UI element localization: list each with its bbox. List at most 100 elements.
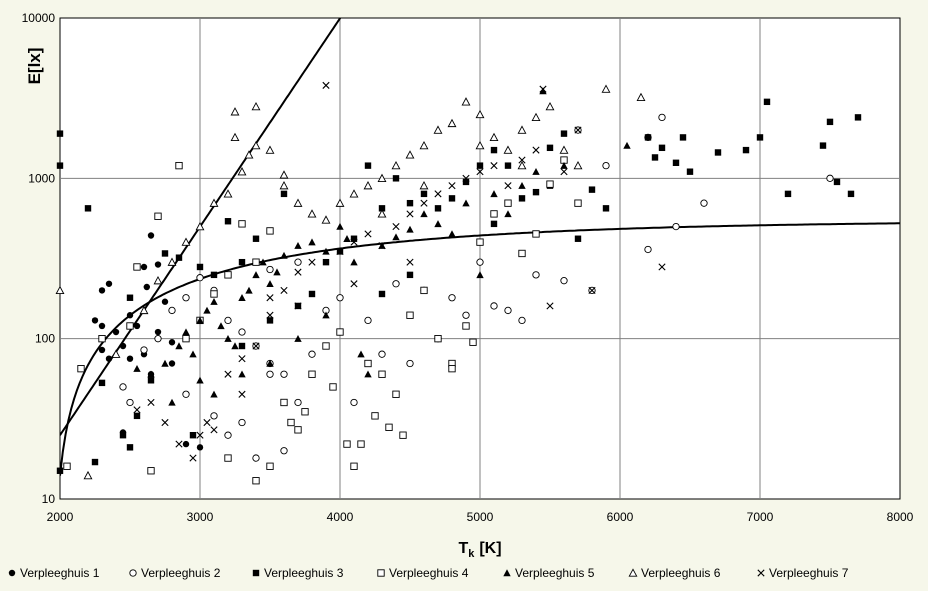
data-point xyxy=(531,112,541,122)
data-point xyxy=(826,174,834,182)
data-point xyxy=(182,328,190,336)
data-point xyxy=(378,370,386,378)
data-point xyxy=(266,265,274,274)
x-tick-label: 2000 xyxy=(47,510,74,524)
data-point xyxy=(133,263,141,271)
data-point xyxy=(504,162,512,169)
data-point xyxy=(56,130,64,137)
data-point xyxy=(364,230,372,238)
data-point xyxy=(84,205,92,212)
legend-label: Verpleeghuis 7 xyxy=(769,566,849,580)
data-points xyxy=(55,81,862,485)
data-point xyxy=(462,311,470,319)
data-point xyxy=(196,274,204,282)
data-point xyxy=(224,454,232,462)
data-point xyxy=(238,294,246,301)
data-point xyxy=(476,258,484,266)
data-point xyxy=(546,144,554,152)
series-3 xyxy=(56,98,862,474)
data-point xyxy=(364,162,372,169)
data-point xyxy=(476,168,484,176)
y-tick-label: 10000 xyxy=(22,11,56,25)
data-point xyxy=(658,263,666,271)
data-point xyxy=(644,134,652,141)
data-point xyxy=(517,125,527,134)
data-point xyxy=(63,462,71,470)
data-point xyxy=(279,181,289,190)
data-point xyxy=(406,210,414,218)
data-point xyxy=(490,190,498,198)
data-point xyxy=(294,242,302,249)
data-point xyxy=(259,258,267,266)
data-point xyxy=(230,132,240,142)
data-point xyxy=(231,342,239,350)
data-point xyxy=(217,322,225,330)
legend-label: Verpleeghuis 5 xyxy=(515,566,595,580)
data-point xyxy=(854,114,862,121)
data-point xyxy=(147,398,155,407)
data-point xyxy=(210,271,218,279)
data-point xyxy=(143,283,150,291)
data-point xyxy=(378,242,386,250)
data-point xyxy=(133,322,141,330)
data-point xyxy=(350,258,358,266)
data-point xyxy=(245,286,253,294)
data-point xyxy=(406,311,414,319)
data-point xyxy=(336,222,344,230)
data-point xyxy=(385,423,393,431)
data-point xyxy=(350,238,358,246)
data-point xyxy=(175,342,183,350)
data-point xyxy=(133,412,141,420)
data-point xyxy=(833,178,841,186)
data-point xyxy=(504,182,512,190)
data-point xyxy=(161,418,169,427)
data-point xyxy=(196,316,204,324)
data-point xyxy=(161,250,169,257)
data-point xyxy=(265,145,275,154)
data-point xyxy=(77,365,85,373)
data-point xyxy=(210,412,218,420)
data-point xyxy=(419,140,429,150)
data-point xyxy=(133,406,141,414)
data-point xyxy=(329,383,337,391)
data-point xyxy=(476,162,484,169)
data-point xyxy=(560,277,568,285)
data-point xyxy=(392,233,400,241)
data-point xyxy=(392,390,400,398)
data-point xyxy=(392,280,400,288)
data-point xyxy=(574,199,582,207)
data-point xyxy=(182,294,190,302)
data-point xyxy=(112,328,120,336)
data-point xyxy=(266,280,274,287)
legend-marker xyxy=(129,569,137,577)
data-point xyxy=(140,263,148,271)
data-point xyxy=(266,370,274,378)
data-point xyxy=(266,294,274,302)
data-point xyxy=(210,426,218,434)
data-point xyxy=(371,412,379,420)
data-point xyxy=(462,322,470,330)
data-point xyxy=(196,444,204,451)
data-point xyxy=(168,360,176,367)
data-point xyxy=(364,370,372,378)
data-point xyxy=(252,235,260,242)
data-point xyxy=(405,150,415,159)
data-point xyxy=(126,398,134,407)
data-point xyxy=(168,398,176,406)
data-point xyxy=(714,149,722,156)
data-point xyxy=(539,85,547,93)
data-point xyxy=(475,109,485,119)
data-point xyxy=(461,97,471,106)
data-point xyxy=(147,377,155,384)
y-tick-label: 10 xyxy=(42,492,56,506)
data-point xyxy=(819,142,827,149)
data-point xyxy=(175,161,183,170)
data-point xyxy=(55,285,65,295)
x-tick-label: 5000 xyxy=(467,510,494,524)
data-point xyxy=(350,235,358,242)
data-point xyxy=(518,156,526,164)
data-point xyxy=(420,286,428,295)
data-point xyxy=(588,186,596,193)
data-point xyxy=(252,342,260,350)
data-point xyxy=(462,178,470,186)
